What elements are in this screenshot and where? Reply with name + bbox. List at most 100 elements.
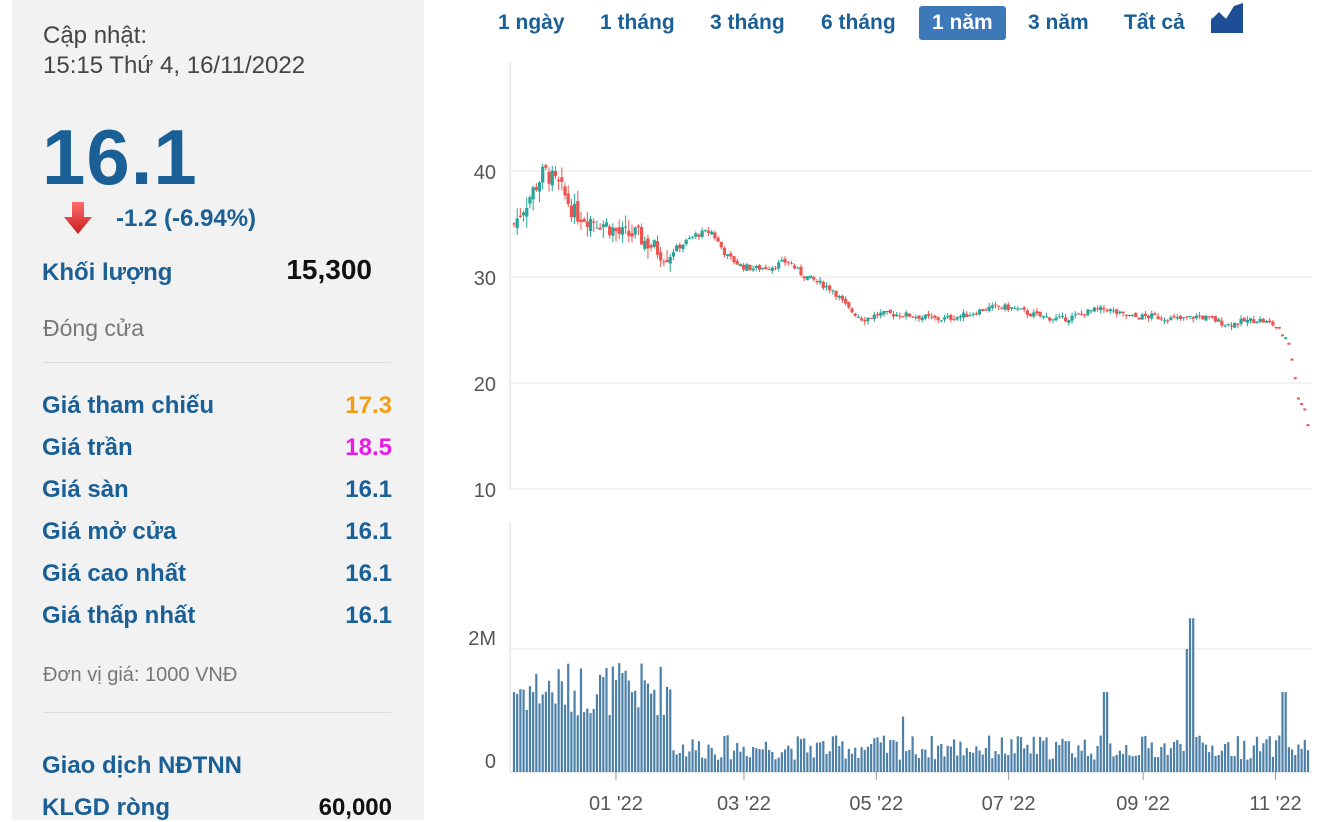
price-candle <box>907 313 912 318</box>
market-status: Đóng cửa <box>43 315 145 341</box>
volume-bar <box>1054 741 1058 772</box>
volume-bar <box>930 735 933 772</box>
volume-bar <box>1290 749 1294 772</box>
volume-bar <box>1303 739 1306 772</box>
price-candle <box>1182 317 1186 321</box>
price-candle <box>1162 317 1167 324</box>
price-candle <box>1032 309 1036 319</box>
update-time: 15:15 Thứ 4, 16/11/2022 <box>43 52 306 79</box>
chart-type-icon[interactable] <box>1210 2 1244 34</box>
price-candle <box>844 296 848 306</box>
time-tick-label: 11 '22 <box>1249 793 1301 815</box>
volume-bar <box>793 759 796 772</box>
volume-bar <box>854 747 857 772</box>
price-candle <box>1274 326 1278 330</box>
price-candle <box>1041 315 1045 320</box>
volume-bar <box>1233 756 1236 772</box>
volume-bar <box>1115 754 1118 772</box>
tab-1-month[interactable]: 1 tháng <box>600 11 675 34</box>
tab-1-year[interactable]: 1 năm <box>919 6 1006 40</box>
volume-bar <box>519 689 522 772</box>
price-tick-label: 40 <box>474 162 496 184</box>
time-tick-label: 01 '22 <box>589 793 643 815</box>
current-price: 16.1 <box>42 113 198 201</box>
price-candle <box>1111 307 1116 314</box>
volume-bar <box>614 680 618 772</box>
price-candle <box>534 183 538 192</box>
price-candle <box>821 280 825 291</box>
price-candle <box>1143 311 1147 320</box>
price-candle <box>1188 315 1192 320</box>
price-candle <box>1092 306 1096 313</box>
volume-bar <box>911 736 914 772</box>
volume-bar <box>860 747 863 772</box>
price-candle <box>1013 305 1017 310</box>
price-candle <box>719 241 723 250</box>
volume-bar <box>1243 740 1246 772</box>
price-candle <box>780 256 784 263</box>
volume-value: 15,300 <box>286 254 372 285</box>
volume-bar <box>1275 740 1278 772</box>
volume-bar <box>563 704 567 772</box>
price-candle <box>1201 314 1205 320</box>
tab-1-day[interactable]: 1 ngày <box>498 11 565 34</box>
volume-bar <box>1083 739 1086 772</box>
price-candle <box>639 223 644 245</box>
stat-value: 17.3 <box>345 392 392 419</box>
price-candle <box>1150 310 1154 321</box>
tab-3-months[interactable]: 3 tháng <box>710 11 785 34</box>
volume-bar <box>646 683 650 772</box>
volume-bar <box>838 745 841 772</box>
price-candle <box>1207 316 1211 320</box>
quote-panel <box>12 0 424 820</box>
volume-bar <box>908 749 911 772</box>
tab-6-months[interactable]: 6 tháng <box>821 11 896 34</box>
volume-bar <box>812 757 815 772</box>
volume-bar <box>1252 745 1255 772</box>
volume-bar <box>1185 649 1188 772</box>
volume-bar <box>1182 751 1185 772</box>
volume-bar <box>547 680 551 772</box>
tab-3-years[interactable]: 3 năm <box>1028 11 1089 34</box>
price-candle <box>569 198 573 223</box>
volume-bar <box>1176 740 1179 772</box>
price-candle <box>726 254 730 260</box>
volume-bar <box>1208 752 1211 772</box>
stat-label: Giá thấp nhất <box>42 602 196 629</box>
volume-bar <box>602 676 605 772</box>
volume-bar <box>1077 745 1080 772</box>
volume-bar <box>825 754 828 772</box>
volume-bar <box>809 745 812 772</box>
volume-bar <box>579 668 583 772</box>
volume-bar <box>535 673 538 772</box>
price-tick-label: 20 <box>474 374 496 396</box>
volume-bar <box>924 749 927 772</box>
price-candle <box>703 229 707 233</box>
volume-bar <box>1166 754 1169 772</box>
price-volume-chart[interactable]: 10 20 30 40 2M 0 01 '22 03 '22 05 '22 07 '22 09 … <box>430 50 1330 820</box>
volume-bar <box>844 758 847 772</box>
price-candle <box>895 311 899 317</box>
price-candle <box>697 233 701 241</box>
volume-bar <box>1153 757 1157 772</box>
price-candle <box>974 311 978 316</box>
volume-bar <box>624 670 627 772</box>
volume-bar <box>710 747 713 772</box>
volume-bar <box>554 703 557 772</box>
price-candle <box>853 312 857 317</box>
volume-bar <box>889 740 892 772</box>
price-candle <box>588 215 593 237</box>
volume-bar <box>962 755 965 772</box>
price-candle <box>949 313 953 323</box>
volume-bar <box>834 735 838 772</box>
price-candle <box>1223 324 1227 328</box>
volume-bar <box>921 749 924 772</box>
tab-all[interactable]: Tất cả <box>1124 11 1185 34</box>
price-candle <box>783 256 787 266</box>
volume-bar <box>675 754 678 772</box>
net-volume-label: KLGD ròng <box>42 794 170 821</box>
price-candle <box>984 307 988 311</box>
volume-bar <box>806 752 809 772</box>
volume-bar <box>1172 742 1176 772</box>
price-candle <box>812 275 816 282</box>
